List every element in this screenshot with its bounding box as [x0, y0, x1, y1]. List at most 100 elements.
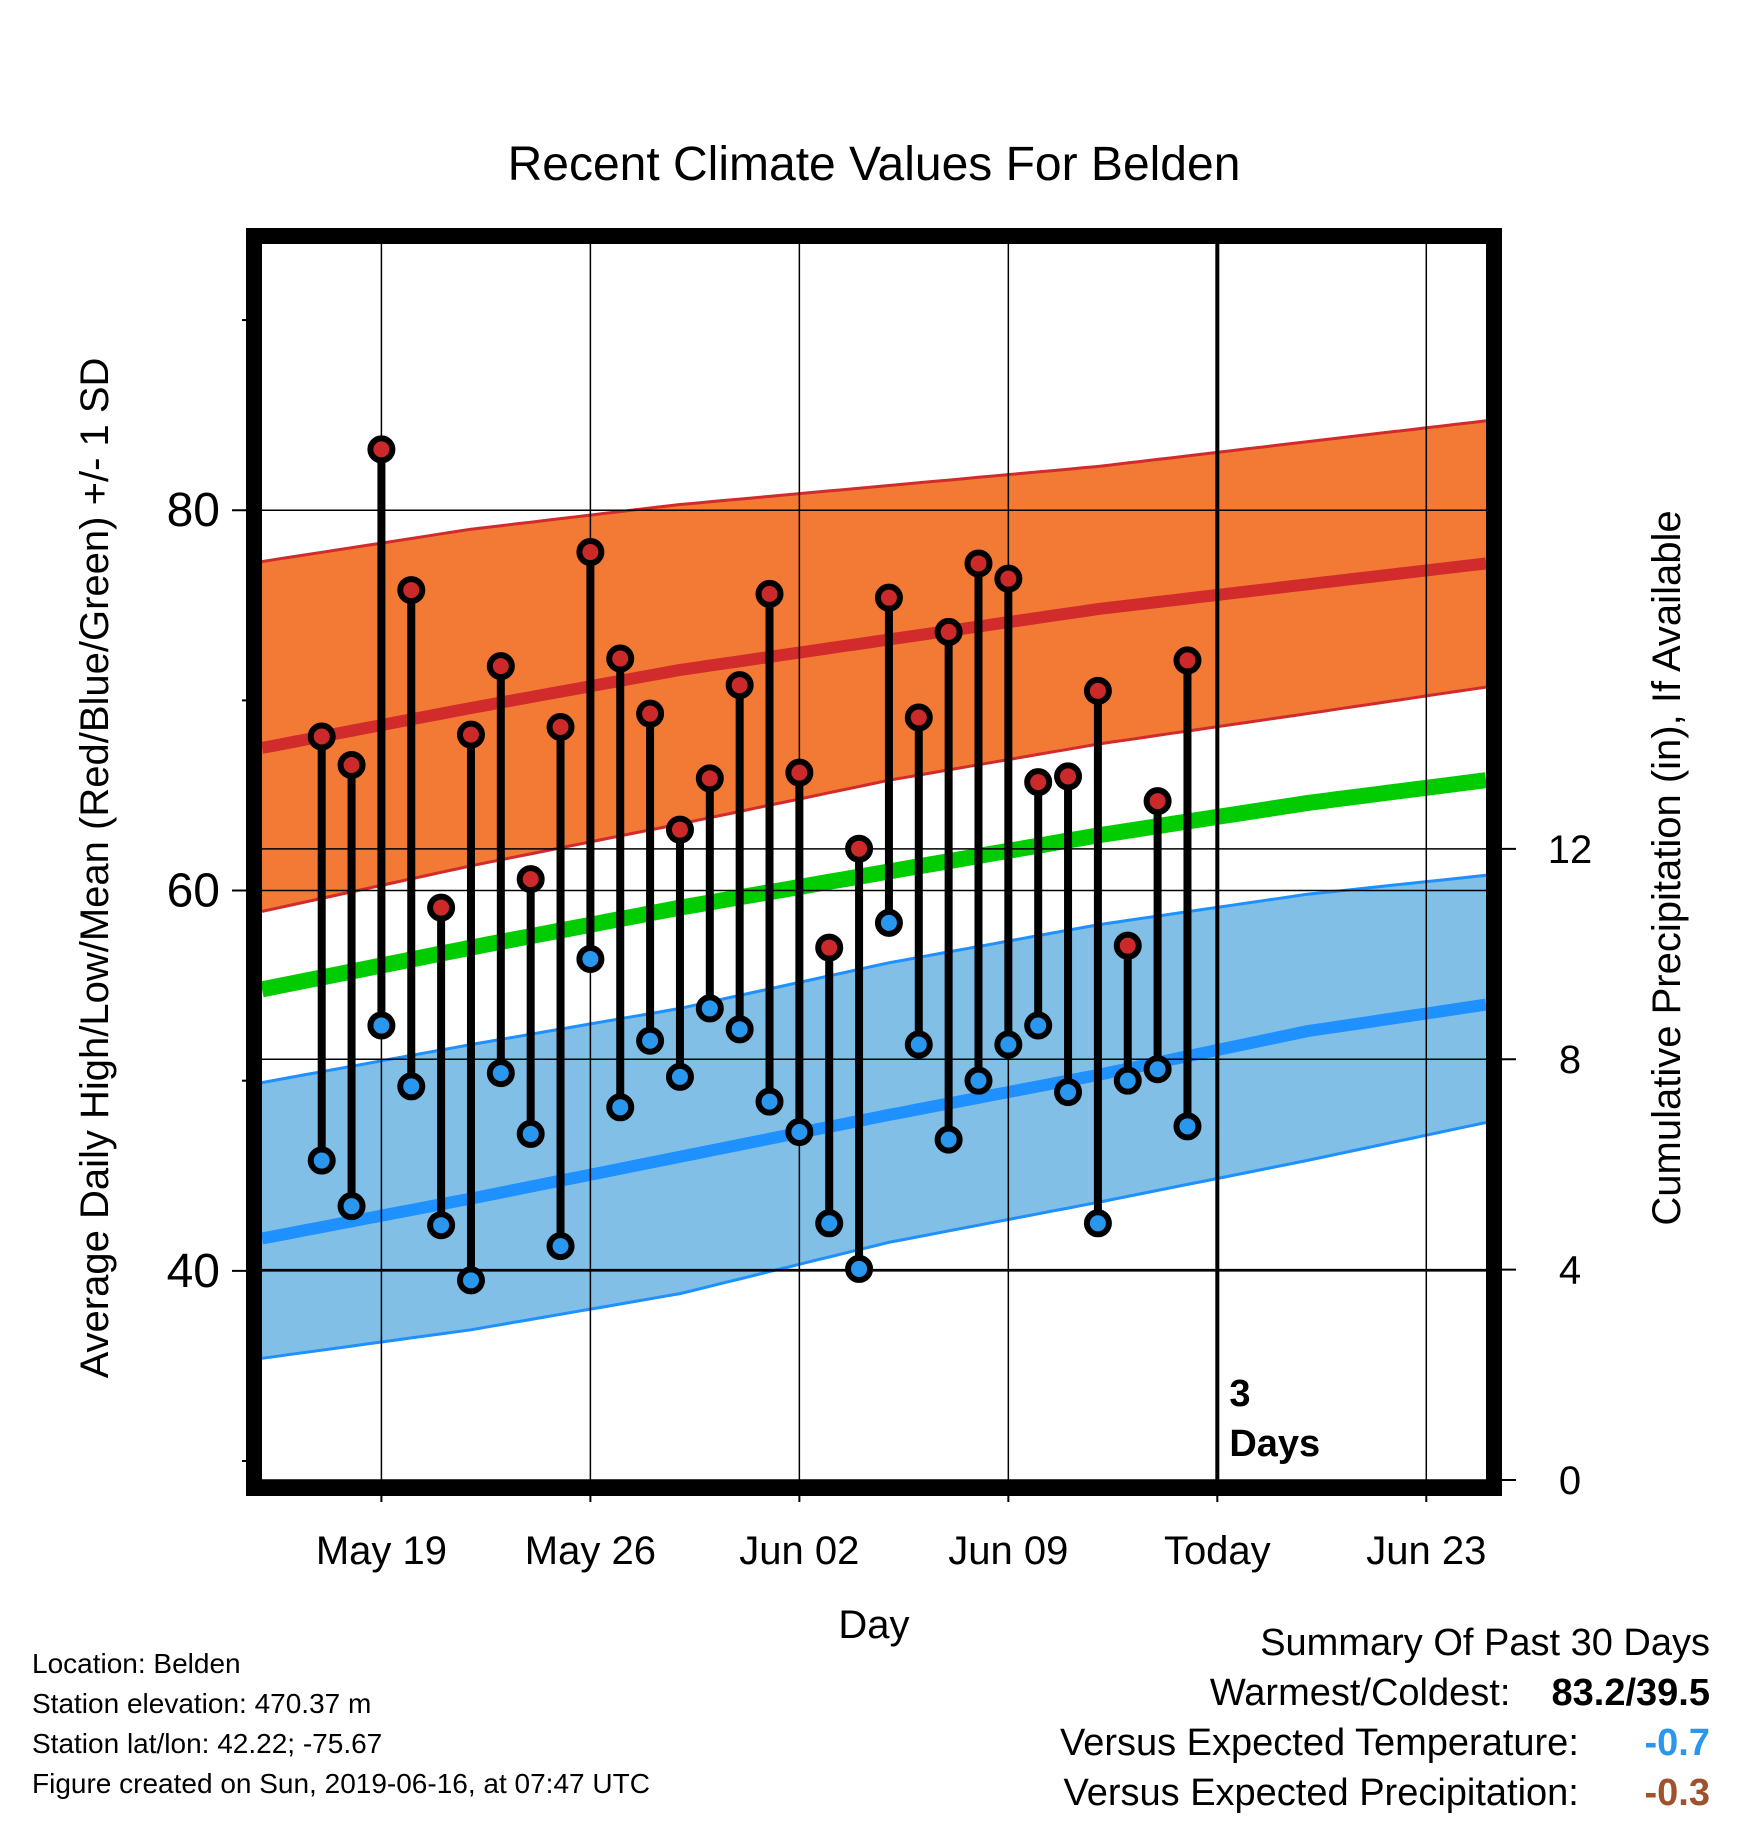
- high-point-2019-06-13: [1113, 931, 1142, 960]
- x-axis-label: Day: [838, 1603, 909, 1647]
- high-point-2019-06-07: [934, 617, 963, 646]
- low-point-2019-06-02: [785, 1118, 814, 1147]
- low-point-2019-05-24: [516, 1119, 545, 1148]
- daily-series: [307, 435, 1202, 1295]
- low-point-2019-05-26: [576, 944, 605, 973]
- x-tick-label-0: May 19: [316, 1529, 447, 1573]
- low-point-2019-06-10: [1024, 1011, 1053, 1040]
- high-point-2019-05-24: [516, 865, 545, 894]
- summary-precip-value: -0.3: [1644, 1772, 1710, 1814]
- low-point-2019-05-28: [636, 1026, 665, 1055]
- high-point-2019-05-26: [576, 538, 605, 567]
- low-point-2019-06-08: [964, 1066, 993, 1095]
- high-point-2019-06-01: [755, 579, 784, 608]
- high-point-2019-06-15: [1173, 646, 1202, 675]
- high-point-2019-05-22: [456, 720, 485, 749]
- summary-precip-row: Versus Expected Precipitation: -0.3: [1063, 1772, 1710, 1815]
- low-point-2019-06-05: [874, 908, 903, 937]
- summary-warmest-row: Warmest/Coldest: 83.2/39.5: [1210, 1672, 1710, 1715]
- low-point-2019-05-19: [367, 1011, 396, 1040]
- summary-temp-value: -0.7: [1644, 1722, 1710, 1764]
- high-normal-line: [260, 557, 1487, 754]
- high-point-2019-05-29: [665, 815, 694, 844]
- high-point-2019-06-11: [1054, 762, 1083, 791]
- high-point-2019-05-28: [636, 699, 665, 728]
- high-upper-sd-line: [261, 419, 1487, 564]
- high-point-2019-06-04: [845, 834, 874, 863]
- high-sd-band: [262, 420, 1486, 912]
- low-normal-line: [260, 998, 1487, 1245]
- today-annotation-count: 3: [1229, 1373, 1250, 1415]
- low-point-2019-05-23: [486, 1059, 515, 1088]
- summary-warmest-value: 83.2/39.5: [1551, 1672, 1710, 1714]
- low-point-2019-05-17: [307, 1146, 336, 1175]
- high-point-2019-06-06: [904, 703, 933, 732]
- y2-tick-label-0: 0: [1559, 1459, 1581, 1503]
- high-point-2019-06-09: [994, 564, 1023, 593]
- high-point-2019-06-08: [964, 549, 993, 578]
- high-point-2019-05-25: [546, 712, 575, 741]
- footer-location: Location: Belden: [32, 1648, 241, 1679]
- plot-frame: [246, 228, 1502, 1496]
- high-point-2019-06-05: [874, 583, 903, 612]
- footer-elevation: Station elevation: 470.37 m: [32, 1688, 372, 1719]
- low-point-2019-05-29: [665, 1062, 694, 1091]
- summary-temp-label: Versus Expected Temperature:: [1059, 1722, 1579, 1764]
- low-point-2019-06-13: [1113, 1066, 1142, 1095]
- today-annotation-unit: Days: [1229, 1423, 1320, 1465]
- high-point-2019-05-18: [337, 751, 366, 780]
- high-point-2019-06-02: [785, 758, 814, 787]
- low-point-2019-05-30: [695, 994, 724, 1023]
- low-point-2019-06-15: [1173, 1112, 1202, 1141]
- low-point-2019-06-01: [755, 1087, 784, 1116]
- x-tick-label-2: Jun 02: [739, 1529, 859, 1573]
- low-point-2019-06-11: [1054, 1078, 1083, 1107]
- low-point-2019-05-18: [337, 1192, 366, 1221]
- low-point-2019-05-20: [397, 1072, 426, 1101]
- low-point-2019-05-31: [725, 1015, 754, 1044]
- summary-title-text: Summary Of Past 30 Days: [1260, 1622, 1710, 1664]
- high-point-2019-05-30: [695, 764, 724, 793]
- high-point-2019-05-21: [427, 893, 456, 922]
- low-point-2019-06-06: [904, 1030, 933, 1059]
- high-point-2019-05-20: [397, 576, 426, 605]
- summary-title: Summary Of Past 30 Days: [1260, 1622, 1710, 1665]
- y2-tick-label-3: 12: [1548, 828, 1593, 872]
- low-point-2019-06-07: [934, 1125, 963, 1154]
- low-point-2019-06-03: [815, 1209, 844, 1238]
- chart-title: Recent Climate Values For Belden: [508, 138, 1241, 191]
- footer-latlon: Station lat/lon: 42.22; -75.67: [32, 1728, 383, 1759]
- y-tick-label-0: 40: [167, 1245, 220, 1298]
- y2-axis-label: Cumulative Precipitation (in), If Availa…: [1645, 510, 1689, 1225]
- low-point-2019-05-27: [606, 1093, 635, 1122]
- summary-warmest-label: Warmest/Coldest:: [1209, 1672, 1511, 1714]
- low-point-2019-06-12: [1083, 1209, 1112, 1238]
- low-lower-sd-line: [261, 1121, 1487, 1360]
- axes: May 19 May 26 Jun 02 Jun 09 Today Jun 2340608…: [167, 319, 1593, 1573]
- low-point-2019-06-09: [994, 1030, 1023, 1059]
- x-tick-label-4: Today: [1164, 1529, 1271, 1573]
- x-tick-label-3: Jun 09: [948, 1529, 1068, 1573]
- high-point-2019-05-23: [486, 652, 515, 681]
- high-point-2019-05-27: [606, 644, 635, 673]
- low-point-2019-06-14: [1143, 1055, 1172, 1084]
- low-point-2019-05-22: [456, 1266, 485, 1295]
- high-lower-sd-line: [261, 685, 1487, 913]
- summary-precip-label: Versus Expected Precipitation:: [1063, 1772, 1579, 1814]
- y2-tick-label-1: 4: [1559, 1249, 1581, 1293]
- y-axis-label: Average Daily High/Low/Mean (Red/Blue/Gr…: [73, 358, 117, 1379]
- low-point-2019-05-25: [546, 1232, 575, 1261]
- low-point-2019-05-21: [427, 1211, 456, 1240]
- x-tick-label-5: Jun 23: [1366, 1529, 1486, 1573]
- y2-tick-label-2: 8: [1559, 1038, 1581, 1082]
- footer-created: Figure created on Sun, 2019-06-16, at 07…: [32, 1768, 650, 1799]
- high-point-2019-05-31: [725, 671, 754, 700]
- mean-normal-line: [260, 772, 1488, 998]
- high-point-2019-06-14: [1143, 787, 1172, 816]
- x-tick-label-1: May 26: [525, 1529, 656, 1573]
- low-point-2019-06-04: [845, 1254, 874, 1283]
- high-point-2019-05-17: [307, 722, 336, 751]
- high-point-2019-06-03: [815, 933, 844, 962]
- summary-temp-row: Versus Expected Temperature: -0.7: [1060, 1722, 1710, 1765]
- y-tick-label-2: 80: [167, 484, 220, 537]
